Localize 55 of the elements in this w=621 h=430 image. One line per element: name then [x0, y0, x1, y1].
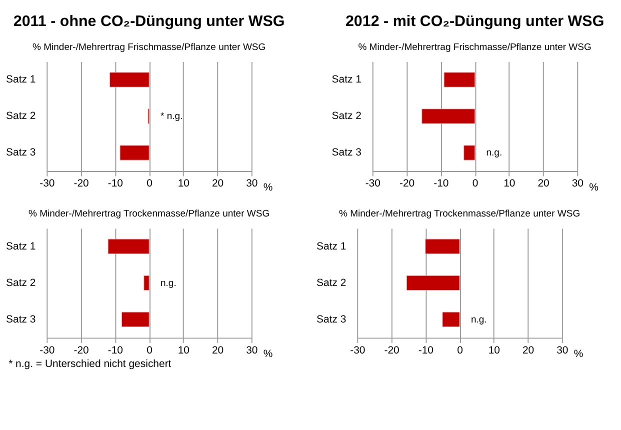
x-axis-title: % [263, 182, 273, 194]
chart-subtitle: % Minder-/Mehrertrag Frischmasse/Pflanze unter WSG [32, 42, 266, 54]
x-tick-label: 0 [457, 345, 464, 356]
x-tick-label: 20 [538, 178, 550, 190]
y-tick-label: Satz 3 [6, 314, 36, 326]
x-tick-label: -20 [384, 345, 400, 356]
x-tick-label: 10 [504, 178, 516, 190]
y-tick-label: Satz 2 [6, 278, 36, 289]
y-tick-label: Satz 2 [6, 111, 36, 122]
chart-title: 2012 - mit CO₂-Düngung unter WSG [345, 13, 604, 30]
x-tick-label: -10 [418, 345, 434, 356]
y-tick-label: Satz 3 [6, 148, 36, 159]
x-axis-title: % [263, 349, 273, 360]
x-axis-title: % [574, 349, 584, 360]
x-tick-label: 0 [146, 178, 153, 190]
x-tick-label: 10 [178, 345, 190, 356]
x-tick-label: 30 [556, 345, 568, 356]
data-label: n.g. [470, 314, 487, 326]
y-tick-label: Satz 2 [332, 111, 362, 122]
x-tick-label: -20 [74, 345, 90, 356]
chart-subtitle: % Minder-/Mehrertrag Trockenmasse/Pflanze unter WSG [338, 208, 580, 220]
x-tick-label: -10 [434, 178, 449, 190]
x-tick-label: -30 [40, 178, 55, 190]
x-tick-label: 10 [178, 178, 190, 190]
x-tick-label: -30 [350, 345, 366, 356]
y-tick-label: Satz 1 [6, 74, 36, 86]
chart-subtitle: % Minder-/Mehrertrag Frischmasse/Pflanze unter WSG [358, 42, 592, 54]
x-tick-label: 20 [212, 178, 224, 190]
x-tick-label: 0 [146, 345, 153, 356]
x-tick-label: 20 [212, 345, 224, 356]
y-tick-label: Satz 1 [332, 74, 362, 86]
x-axis-title: % [589, 182, 598, 194]
x-tick-label: -20 [399, 178, 415, 190]
chart-title: 2011 - ohne CO₂-Düngung unter WSG [13, 13, 285, 30]
x-tick-label: 20 [522, 345, 534, 356]
x-tick-label: -20 [74, 178, 90, 190]
y-tick-label: Satz 1 [316, 241, 346, 252]
x-tick-label: 30 [246, 178, 258, 190]
y-tick-label: Satz 3 [332, 148, 362, 159]
y-tick-label: Satz 2 [316, 278, 346, 289]
x-tick-label: -30 [365, 178, 381, 190]
x-tick-label: -10 [108, 178, 124, 190]
data-label: * n.g. [160, 111, 183, 122]
x-tick-label: 30 [246, 345, 258, 356]
chart-subtitle: % Minder-/Mehrertrag Trockenmasse/Pflanze unter WSG [28, 208, 270, 220]
text: * n.g. = Unterschied nicht gesichert [8, 359, 172, 370]
x-tick-label: 10 [488, 345, 500, 356]
data-label: n.g. [160, 278, 176, 289]
y-tick-label: Satz 3 [316, 314, 346, 326]
x-tick-label: -10 [108, 345, 124, 356]
data-label: n.g. [486, 148, 502, 159]
y-tick-label: Satz 1 [6, 241, 36, 252]
x-tick-label: -30 [40, 345, 55, 356]
x-tick-label: 0 [472, 178, 478, 190]
x-tick-label: 30 [572, 178, 584, 190]
